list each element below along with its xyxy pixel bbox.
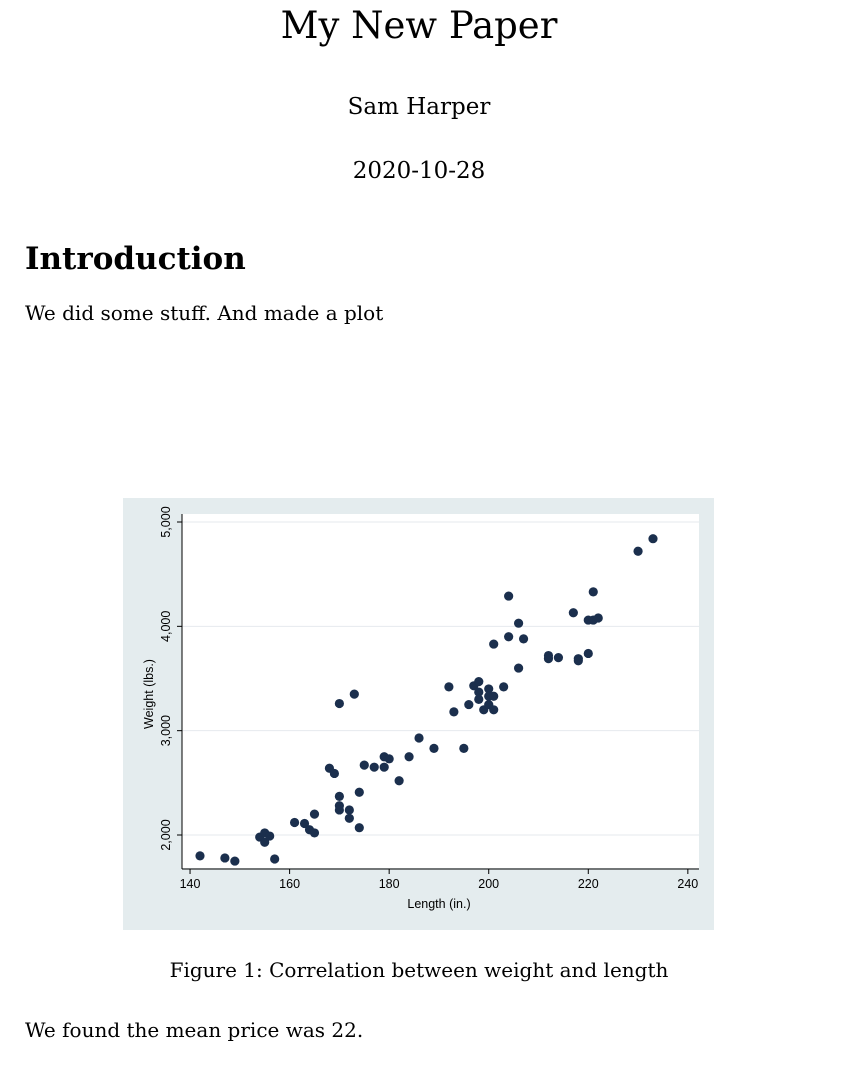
data-point xyxy=(504,591,514,601)
x-tick-label: 140 xyxy=(180,877,201,891)
data-point xyxy=(593,613,603,623)
x-tick-label: 180 xyxy=(379,877,400,891)
y-tick-label: 2,000 xyxy=(159,819,173,850)
data-point xyxy=(648,534,658,544)
data-point xyxy=(369,762,379,772)
data-point xyxy=(414,733,424,743)
data-point xyxy=(334,791,344,801)
y-tick-label: 4,000 xyxy=(159,611,173,642)
data-point xyxy=(404,752,414,762)
data-point xyxy=(489,691,499,701)
paper-title: My New Paper xyxy=(280,4,558,47)
paper-author: Sam Harper xyxy=(347,94,491,120)
data-point xyxy=(504,632,514,642)
y-tick-label: 3,000 xyxy=(159,715,173,746)
data-point xyxy=(444,682,454,692)
data-point xyxy=(344,805,354,815)
data-point xyxy=(474,687,484,697)
data-point xyxy=(474,677,484,687)
data-point xyxy=(543,654,554,664)
section-heading: Introduction xyxy=(25,241,246,277)
data-point xyxy=(309,809,320,819)
x-tick-label: 200 xyxy=(478,877,499,891)
data-point xyxy=(573,656,583,666)
data-point xyxy=(230,856,240,866)
x-tick-label: 160 xyxy=(279,877,300,891)
data-point xyxy=(459,743,469,754)
data-point xyxy=(394,776,404,786)
data-point xyxy=(260,837,270,847)
data-point xyxy=(349,689,359,699)
data-point xyxy=(499,682,509,692)
data-point xyxy=(518,634,529,644)
x-tick-label: 220 xyxy=(578,877,599,891)
data-point xyxy=(334,805,344,815)
scatter-chart: 2,000 3,000 4,000 5,000 140 160 180 200 220 240 L… xyxy=(123,498,714,930)
data-point xyxy=(588,587,598,597)
plot-area xyxy=(182,514,699,868)
data-point xyxy=(354,823,364,833)
data-point xyxy=(474,694,484,704)
data-point xyxy=(489,705,499,715)
data-points xyxy=(195,534,658,866)
x-axis-label: Length (in.) xyxy=(407,897,470,911)
data-point xyxy=(583,648,593,659)
data-point xyxy=(429,743,439,754)
result-paragraph: We found the mean price was 22. xyxy=(25,1018,364,1042)
data-point xyxy=(289,817,300,828)
data-point xyxy=(379,762,389,772)
data-point xyxy=(464,699,474,710)
intro-paragraph: We did some stuff. And made a plot xyxy=(25,301,384,325)
data-point xyxy=(553,653,564,663)
paper-date: 2020-10-28 xyxy=(352,158,486,184)
y-axis-label: Weight (lbs.) xyxy=(142,659,156,729)
data-point xyxy=(359,760,369,770)
x-tick-label: 240 xyxy=(677,877,698,891)
data-point xyxy=(265,831,275,841)
data-point xyxy=(309,828,320,838)
data-point xyxy=(484,684,494,694)
data-point xyxy=(299,818,310,829)
data-point xyxy=(449,707,459,717)
data-point xyxy=(489,639,499,649)
data-point xyxy=(354,787,364,797)
data-point xyxy=(513,663,524,673)
data-point xyxy=(334,698,344,709)
data-point xyxy=(329,768,340,779)
figure-caption: Figure 1: Correlation between weight and… xyxy=(169,958,669,982)
y-tick-label: 5,000 xyxy=(159,506,173,537)
data-point xyxy=(633,546,643,556)
data-point xyxy=(568,608,578,618)
scatter-figure: 2,000 3,000 4,000 5,000 140 160 180 200 220 240 L… xyxy=(123,498,714,930)
data-point xyxy=(270,854,280,864)
data-point xyxy=(344,813,354,823)
data-point xyxy=(195,851,205,861)
data-point xyxy=(220,853,230,863)
axis-ticks: 2,000 3,000 4,000 5,000 140 160 180 200 220 240 xyxy=(159,506,698,891)
data-point xyxy=(513,618,524,628)
data-point xyxy=(384,754,394,764)
